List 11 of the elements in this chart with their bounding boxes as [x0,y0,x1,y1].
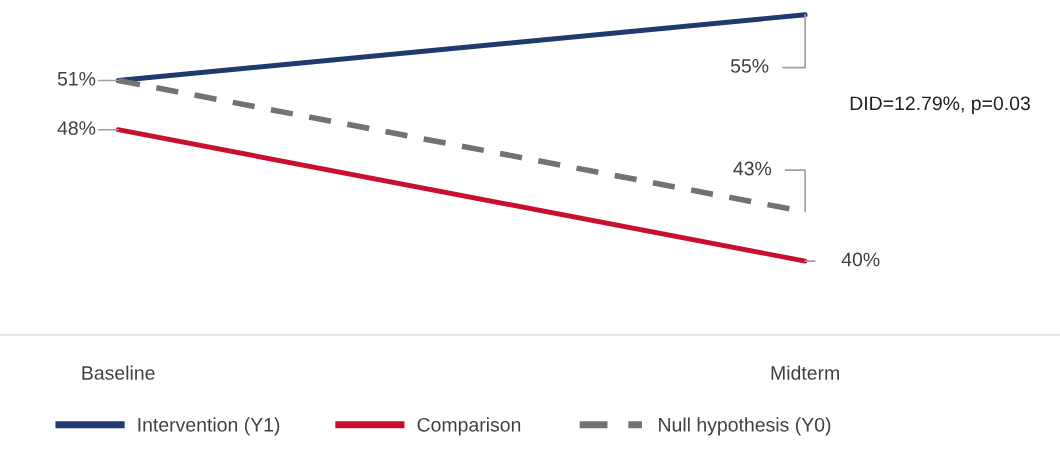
data-label: 43% [733,161,772,176]
data-label: 40% [841,252,880,267]
data-label: 51% [57,72,96,86]
x-tick-label: Midterm [771,365,839,380]
x-tick-label: Baseline [82,365,155,380]
annotation: DID=12.79%, p=0.03 [850,96,1030,115]
legend-label: Intervention (Y1) [138,417,280,436]
legend-label: Null hypothesis (Y0) [659,417,831,436]
data-label: 55% [730,59,769,73]
data-label: 48% [57,121,96,135]
legend-label: Comparison [417,417,521,436]
